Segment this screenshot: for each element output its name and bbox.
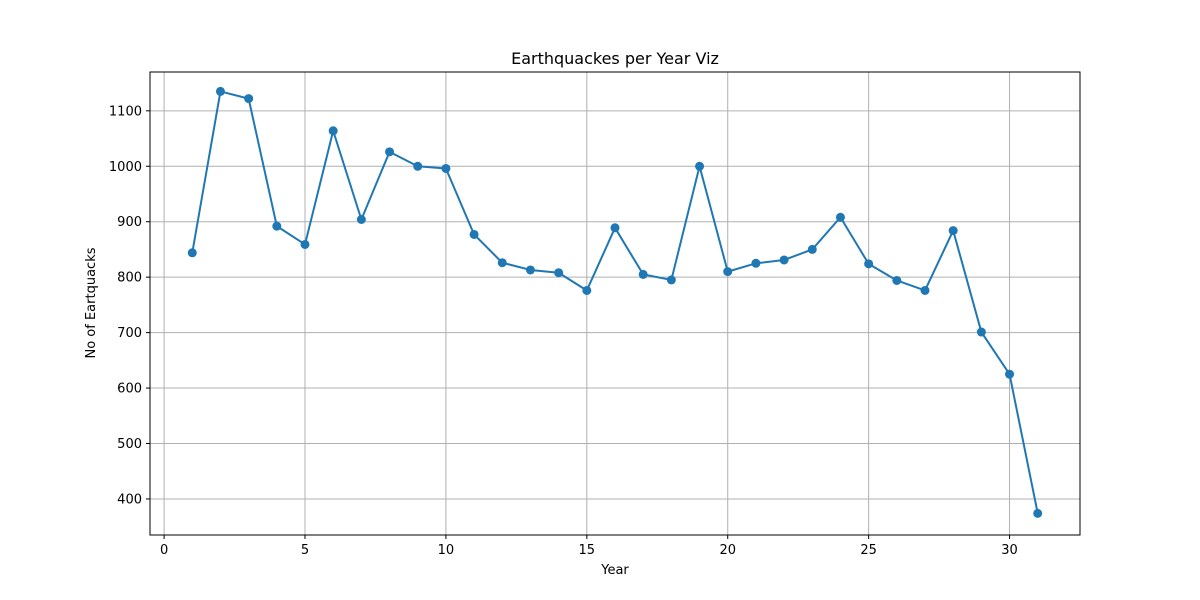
data-point <box>300 239 310 249</box>
data-point <box>892 275 902 285</box>
x-tick-label: 15 <box>579 543 596 558</box>
x-axis: 0 5 10 15 20 25 30 <box>160 535 1018 558</box>
data-point <box>1033 508 1043 518</box>
data-point <box>413 161 423 171</box>
data-point <box>469 229 479 239</box>
x-tick-label: 5 <box>301 543 309 558</box>
data-point <box>807 244 817 254</box>
x-tick-label: 20 <box>719 543 736 558</box>
data-point <box>864 259 874 269</box>
data-point <box>976 327 986 337</box>
y-axis: 400 500 600 700 800 900 1000 1100 <box>109 104 150 507</box>
data-point <box>723 267 733 277</box>
y-tick-label: 700 <box>117 326 142 341</box>
data-point <box>638 269 648 279</box>
plot-frame <box>149 71 1081 536</box>
x-tick-label: 0 <box>160 543 168 558</box>
data-point <box>385 147 395 157</box>
data-point <box>582 285 592 295</box>
data-point <box>554 268 564 278</box>
y-tick-label: 800 <box>117 271 142 286</box>
grid <box>150 72 1080 535</box>
series-earthquakes <box>187 86 1043 518</box>
data-point <box>497 258 507 268</box>
data-point <box>215 86 225 96</box>
data-point <box>610 223 620 233</box>
data-point <box>525 265 535 275</box>
data-point <box>948 226 958 236</box>
data-point <box>1005 369 1015 379</box>
data-point <box>751 258 761 268</box>
x-tick-label: 25 <box>860 543 877 558</box>
data-point <box>328 126 338 136</box>
y-axis-title: No of Eartquacks <box>84 247 99 358</box>
y-tick-label: 1000 <box>109 160 142 175</box>
data-point <box>835 212 845 222</box>
data-point <box>779 255 789 265</box>
x-axis-title: Year <box>600 563 629 578</box>
y-tick-label: 400 <box>117 492 142 507</box>
x-tick-label: 10 <box>438 543 455 558</box>
data-point <box>666 275 676 285</box>
y-tick-label: 1100 <box>109 104 142 119</box>
x-tick-label: 30 <box>1001 543 1018 558</box>
data-point <box>695 161 705 171</box>
data-point <box>187 248 197 258</box>
y-tick-label: 900 <box>117 215 142 230</box>
data-point <box>441 163 451 173</box>
data-point <box>356 214 366 224</box>
y-tick-label: 600 <box>117 382 142 397</box>
data-point <box>244 94 254 104</box>
chart-title: Earthquackes per Year Viz <box>511 49 719 68</box>
data-point <box>920 285 930 295</box>
y-tick-label: 500 <box>117 437 142 452</box>
data-point <box>272 221 282 231</box>
